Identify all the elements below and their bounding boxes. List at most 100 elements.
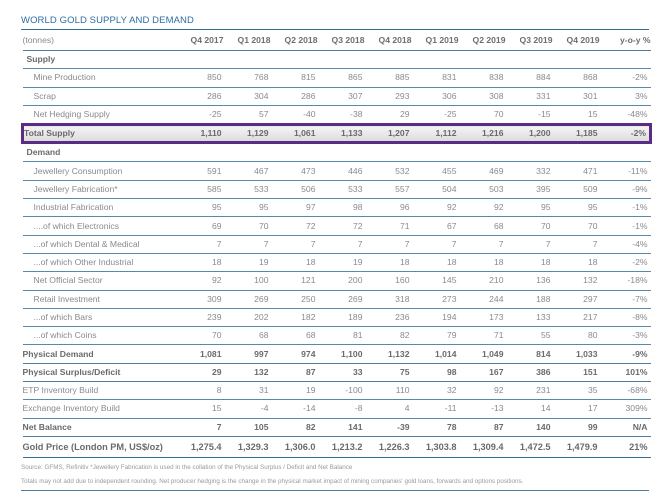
cell-value: 98: [317, 198, 365, 218]
cell-value: 1,329.3: [223, 436, 271, 458]
cell-value: 70: [505, 216, 553, 236]
cell-value: 18: [505, 253, 553, 273]
row-label: ...of which Dental & Medical: [22, 235, 177, 254]
cell-value: 301: [552, 87, 600, 106]
cell-value: 1,014: [411, 344, 459, 364]
cell-value: 884: [505, 68, 553, 88]
cell-value: 19: [223, 253, 271, 273]
cell-yoy: N/A: [599, 418, 651, 437]
table-row: ...of which Dental & Medical 7 7 7 7 7 7 7 7 7 -4%: [22, 235, 651, 254]
cell-value: 70: [458, 105, 506, 126]
row-label: Mine Production: [22, 68, 177, 88]
section-header-supply: Supply: [22, 50, 651, 70]
cell-value: 70: [223, 216, 271, 236]
cell-value: 7: [505, 235, 553, 254]
gold-supply-demand-report: WORLD GOLD SUPPLY AND DEMAND (tonnes) Q4…: [21, 12, 652, 491]
cell-value: 831: [411, 68, 459, 88]
row-label: Exchange Inventory Build: [22, 399, 177, 419]
table-row-physical-demand: Physical Demand 1,081 997 974 1,100 1,132 1,01…: [22, 344, 651, 364]
cell-value: 133: [505, 308, 553, 328]
row-label: Net Balance: [22, 418, 177, 437]
cell-value: 15: [176, 399, 224, 419]
cell-value: -11: [411, 399, 459, 419]
cell-value: 7: [364, 235, 412, 254]
cell-value: 57: [223, 105, 271, 126]
row-label: ETP Inventory Build: [22, 381, 177, 401]
column-header: Q4 2019: [552, 30, 600, 51]
footnote-rounding: Totals may not add due to independent ro…: [21, 477, 524, 485]
total-supply-row-highlighted: Total Supply 1,110 1,129 1,061 1,133 1,207 1,1…: [21, 123, 652, 145]
cell-value: 140: [505, 418, 553, 437]
cell-value: 141: [317, 418, 365, 437]
cell-yoy: -2%: [599, 253, 651, 273]
column-header: Q4 2018: [364, 30, 412, 51]
cell-value: 87: [458, 418, 506, 437]
cell-value: 273: [411, 290, 459, 309]
cell-value: 1,200: [505, 123, 553, 145]
cell-value: 331: [505, 87, 553, 106]
cell-value: 1,100: [317, 344, 365, 364]
cell-value: 68: [270, 326, 318, 346]
cell-value: 110: [364, 381, 412, 401]
cell-value: 7: [176, 235, 224, 254]
cell-value: 815: [270, 68, 318, 88]
cell-value: 768: [223, 68, 271, 88]
cell-value: 210: [458, 271, 506, 291]
cell-value: 503: [458, 180, 506, 200]
cell-value: 286: [176, 87, 224, 106]
table-row: Retail Investment 309 269 250 269 318 273 244 18…: [22, 290, 651, 309]
cell-value: 308: [458, 87, 506, 106]
row-label: Total Supply: [21, 123, 177, 145]
cell-value: -40: [270, 105, 318, 126]
cell-value: 1,185: [552, 123, 600, 145]
cell-value: 7: [458, 235, 506, 254]
cell-value: 78: [411, 418, 459, 437]
cell-yoy: 3%: [599, 87, 651, 106]
table-row-net-balance: Net Balance 7 105 82 141 -39 78 87 140 99 N/A: [22, 418, 651, 437]
cell-value: 885: [364, 68, 412, 88]
table-row: Net Official Sector 92 100 121 200 160 145 210 1…: [22, 271, 651, 291]
cell-value: 132: [552, 271, 600, 291]
cell-value: 80: [552, 326, 600, 346]
cell-value: -14: [270, 399, 318, 419]
cell-value: 244: [458, 290, 506, 309]
cell-value: 1,226.3: [364, 436, 412, 458]
cell-value: 68: [458, 216, 506, 236]
cell-value: 95: [505, 198, 553, 218]
cell-value: 33: [317, 363, 365, 383]
cell-yoy: -9%: [599, 344, 651, 364]
cell-value: 868: [552, 68, 600, 88]
cell-value: 72: [317, 216, 365, 236]
cell-value: 81: [317, 326, 365, 346]
cell-value: 332: [505, 161, 553, 181]
report-title: WORLD GOLD SUPPLY AND DEMAND: [21, 12, 649, 30]
cell-yoy: -7%: [599, 290, 651, 309]
column-header: Q3 2018: [317, 30, 365, 51]
cell-value: 96: [364, 198, 412, 218]
cell-value: 7: [411, 235, 459, 254]
cell-value: 29: [364, 105, 412, 126]
cell-value: 194: [411, 308, 459, 328]
cell-value: 318: [364, 290, 412, 309]
cell-value: 471: [552, 161, 600, 181]
cell-value: 99: [552, 418, 600, 437]
column-header-yoy: y-o-y %: [599, 30, 651, 51]
cell-value: 1,110: [176, 123, 224, 145]
table-row: Industrial Fabrication 95 95 97 98 96 92 92 95 95…: [22, 198, 651, 218]
cell-value: 92: [411, 198, 459, 218]
cell-value: 1,303.8: [411, 436, 459, 458]
cell-value: 309: [176, 290, 224, 309]
cell-value: 18: [176, 253, 224, 273]
cell-value: 1,472.5: [505, 436, 553, 458]
cell-value: 100: [223, 271, 271, 291]
row-label: ....of which Electronics: [22, 216, 177, 236]
cell-value: 72: [270, 216, 318, 236]
cell-value: 67: [411, 216, 459, 236]
cell-value: 189: [317, 308, 365, 328]
row-label: Jewellery Consumption: [22, 161, 177, 181]
cell-value: 55: [505, 326, 553, 346]
row-label: Industrial Fabrication: [22, 198, 177, 218]
cell-value: 1,216: [458, 123, 506, 145]
cell-value: 469: [458, 161, 506, 181]
table-row: ....of which Electronics 69 70 72 72 71 67 68 70…: [22, 216, 651, 236]
